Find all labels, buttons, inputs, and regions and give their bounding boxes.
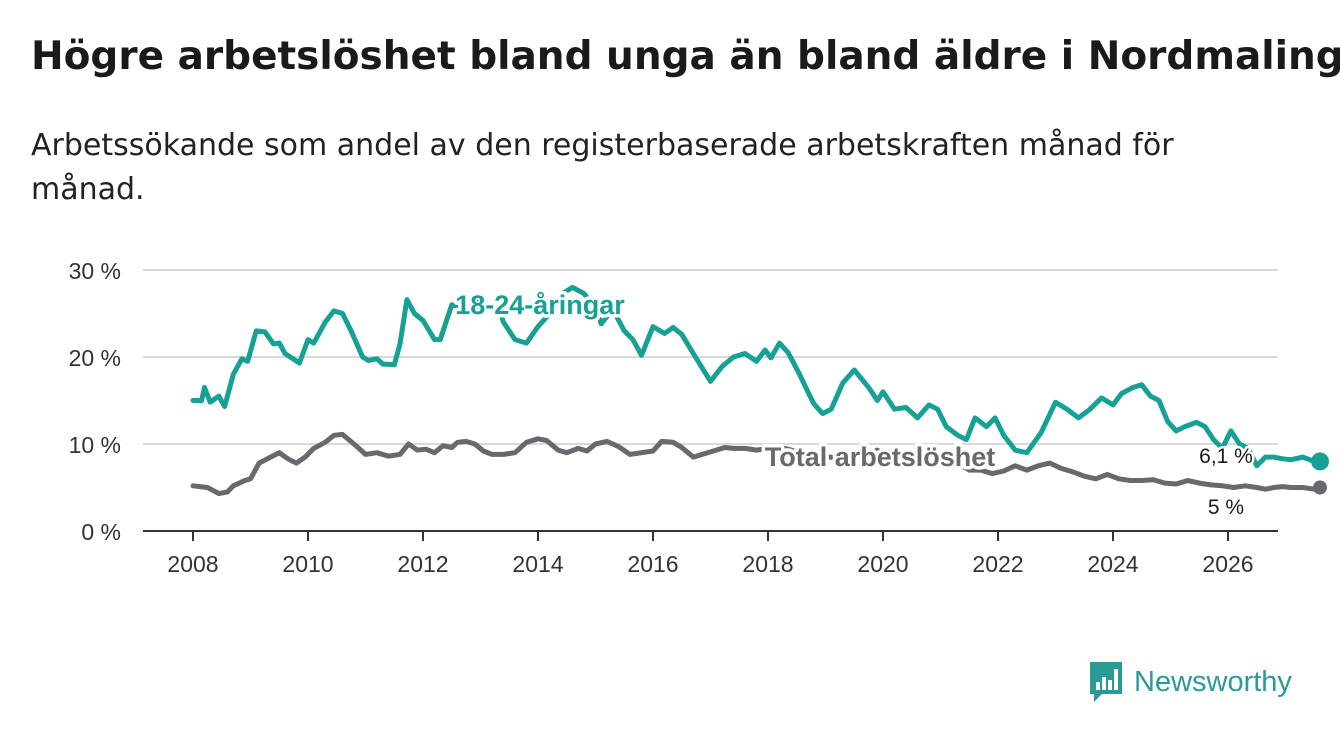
axes: 0 % 10 % 20 % 30 % 2008 2010 2012 2014 2016 2018 2… xyxy=(69,258,1278,577)
x-tick-label: 2010 xyxy=(282,551,333,577)
chart-subtitle: Arbetssökande som andel av den registerb… xyxy=(31,128,1174,207)
x-tick-label: 2016 xyxy=(627,551,678,577)
series-lines xyxy=(190,284,1323,497)
youth-end-point xyxy=(1311,452,1329,471)
total-end-label: 5 % xyxy=(1208,496,1244,519)
x-tick-label: 2024 xyxy=(1087,551,1138,577)
series-line xyxy=(190,284,1323,469)
newsworthy-logo: Newsworthy xyxy=(1088,660,1292,704)
total-series-label: Total arbetslöshet xyxy=(765,442,996,472)
y-tick-label: 30 % xyxy=(69,258,121,284)
x-tick-label: 2026 xyxy=(1202,551,1253,577)
y-tick-label: 0 % xyxy=(81,519,121,545)
x-tick-label: 2008 xyxy=(167,551,218,577)
gridlines xyxy=(143,269,1278,445)
series-line xyxy=(190,431,1323,497)
total-end-point xyxy=(1313,480,1327,495)
y-tick-label: 20 % xyxy=(69,345,121,371)
youth-series-label: 18-24-åringar xyxy=(455,290,625,320)
youth-end-label: 6,1 % xyxy=(1199,445,1253,468)
y-tick-label: 10 % xyxy=(69,432,121,458)
x-tick-label: 2012 xyxy=(397,551,448,577)
x-tick-label: 2020 xyxy=(857,551,908,577)
chart-title: Högre arbetslöshet bland unga än bland ä… xyxy=(31,34,1340,79)
brand-name: Newsworthy xyxy=(1134,665,1292,698)
bar-chart-icon xyxy=(1090,662,1122,702)
x-tick-label: 2018 xyxy=(742,551,793,577)
x-tick-label: 2014 xyxy=(512,551,563,577)
x-tick-label: 2022 xyxy=(972,551,1023,577)
series-labels: 6,1 % 5 % 18-24-åringar Total arbetslöshet xyxy=(452,287,1329,522)
